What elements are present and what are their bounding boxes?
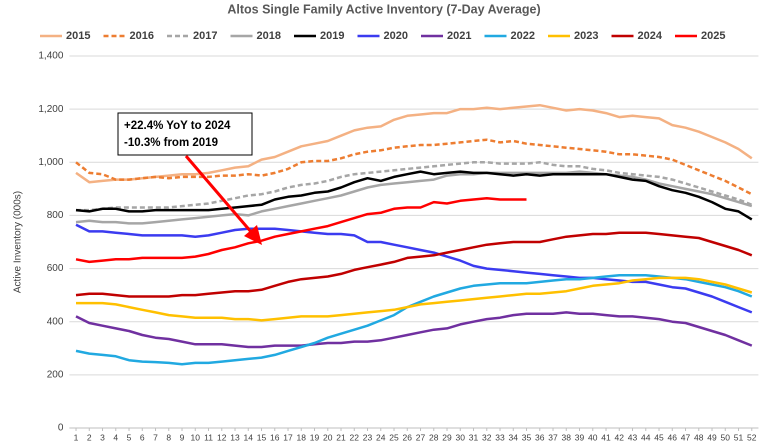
legend-label: 2019: [320, 30, 344, 42]
legend-label: 2018: [257, 30, 281, 42]
y-tick-label: 1,400: [38, 51, 63, 62]
x-tick-label: 32: [482, 432, 492, 442]
x-tick-label: 5: [127, 432, 132, 442]
x-tick-label: 12: [217, 432, 227, 442]
y-tick-label: 600: [47, 263, 64, 274]
y-tick-label: 1,200: [38, 104, 63, 115]
x-tick-label: 37: [548, 432, 558, 442]
series-line: [75, 138, 753, 196]
x-tick-label: 14: [244, 432, 254, 442]
x-tick-label: 44: [641, 432, 651, 442]
x-tick-label: 42: [615, 432, 625, 442]
annotation-box: [117, 112, 253, 156]
x-tick-label: 7: [153, 432, 158, 442]
x-tick-label: 35: [522, 432, 532, 442]
x-tick-label: 3: [100, 432, 105, 442]
legend-label: 2023: [574, 30, 598, 42]
x-tick-label: 25: [389, 432, 399, 442]
x-tick-label: 4: [113, 432, 118, 442]
series-line: [75, 170, 753, 225]
legend-label: 2015: [66, 30, 90, 42]
x-tick-label: 22: [350, 432, 360, 442]
x-tick-label: 34: [509, 432, 519, 442]
x-tick-label: 19: [310, 432, 320, 442]
x-tick-label: 26: [403, 432, 413, 442]
x-tick-label: 43: [628, 432, 638, 442]
x-tick-label: 51: [734, 432, 744, 442]
x-tick-label: 29: [442, 432, 452, 442]
x-tick-label: 36: [535, 432, 545, 442]
x-tick-label: 39: [575, 432, 585, 442]
x-tick-label: 33: [495, 432, 505, 442]
x-tick-label: 20: [323, 432, 333, 442]
x-tick-label: 17: [283, 432, 293, 442]
annotation-arrowhead: [244, 225, 262, 245]
series-line: [75, 311, 753, 349]
annotation-text: -10.3% from 2019: [124, 137, 218, 149]
x-tick-label: 11: [204, 432, 213, 442]
x-tick-label: 2: [87, 432, 92, 442]
legend-label: 2017: [193, 30, 217, 42]
legend-label: 2021: [447, 30, 471, 42]
x-tick-label: 46: [668, 432, 678, 442]
y-axis-label: Active Inventory (000s): [13, 191, 24, 293]
x-tick-label: 10: [191, 432, 201, 442]
x-tick-label: 41: [601, 432, 611, 442]
series-line: [75, 231, 753, 298]
chart-title: Altos Single Family Active Inventory (7-…: [227, 2, 540, 16]
series-line: [75, 103, 753, 184]
x-tick-label: 38: [562, 432, 572, 442]
y-tick-label: 800: [47, 210, 64, 221]
series-line: [76, 161, 753, 212]
series-line: [75, 223, 753, 314]
x-tick-label: 18: [297, 432, 307, 442]
x-tick-label: 40: [588, 432, 598, 442]
x-tick-label: 23: [363, 432, 373, 442]
x-tick-label: 1: [74, 432, 79, 442]
series-line: [75, 196, 527, 264]
y-tick-label: 0: [58, 423, 64, 434]
x-tick-label: 31: [469, 432, 479, 442]
x-tick-label: 21: [336, 432, 346, 442]
x-tick-label: 45: [654, 432, 664, 442]
x-tick-label: 52: [747, 432, 757, 442]
annotation-text: +22.4% YoY to 2024: [124, 120, 231, 132]
x-tick-label: 16: [270, 432, 280, 442]
x-tick-label: 48: [694, 432, 704, 442]
x-tick-label: 13: [230, 432, 240, 442]
x-tick-label: 9: [180, 432, 185, 442]
x-tick-label: 47: [681, 432, 691, 442]
legend-label: 2024: [638, 30, 663, 42]
y-tick-label: 1,000: [38, 157, 63, 168]
x-tick-label: 6: [140, 432, 145, 442]
annotation-arrow: [184, 155, 254, 234]
x-tick-label: 27: [416, 432, 426, 442]
y-tick-label: 200: [47, 369, 64, 380]
legend-label: 2016: [130, 30, 154, 42]
x-tick-label: 8: [166, 432, 171, 442]
legend-label: 2025: [701, 30, 725, 42]
legend-label: 2020: [384, 30, 408, 42]
legend-label: 2022: [511, 30, 535, 42]
y-tick-label: 400: [47, 316, 64, 327]
x-tick-label: 49: [707, 432, 717, 442]
series-line: [75, 170, 753, 221]
x-tick-label: 15: [257, 432, 267, 442]
x-tick-label: 24: [376, 432, 386, 442]
x-tick-label: 50: [721, 432, 731, 442]
x-tick-label: 28: [429, 432, 439, 442]
series-line: [76, 276, 753, 322]
x-tick-label: 30: [456, 432, 466, 442]
series-line: [75, 273, 753, 366]
